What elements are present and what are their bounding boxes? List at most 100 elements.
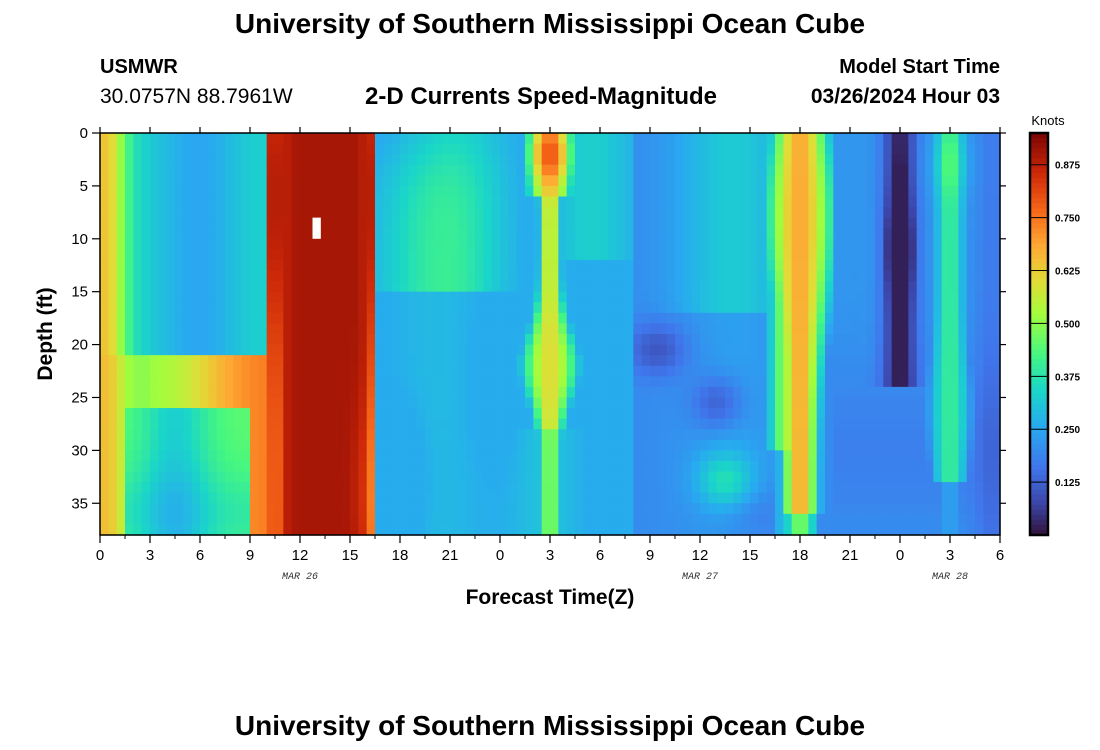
heatmap-cell (200, 460, 209, 473)
heatmap-cell (841, 143, 851, 155)
heatmap-cell (925, 196, 934, 208)
heatmap-cell (733, 450, 743, 462)
heatmap-cell (641, 281, 651, 293)
heatmap-cell (191, 154, 201, 166)
heatmap-cell (175, 492, 184, 504)
heatmap-cell (333, 429, 343, 441)
heatmap-cell (508, 196, 518, 208)
heatmap-cell (358, 228, 368, 240)
heatmap-cell (566, 450, 576, 462)
heatmap-cell (158, 164, 168, 176)
heatmap-cell (408, 450, 418, 462)
heatmap-cell (966, 323, 976, 335)
heatmap-cell (633, 238, 643, 250)
heatmap-cell (800, 355, 809, 367)
heatmap-cell (633, 281, 643, 293)
heatmap-cell (766, 143, 776, 155)
heatmap-cell (225, 143, 234, 155)
heatmap-cell (966, 418, 976, 430)
heatmap-cell (558, 185, 568, 198)
heatmap-cell (458, 418, 468, 430)
heatmap-cell (408, 259, 418, 272)
heatmap-cell (300, 228, 309, 240)
heatmap-cell (158, 513, 168, 526)
heatmap-cell (508, 334, 518, 346)
heatmap-cell (366, 228, 376, 240)
heatmap-cell (291, 270, 301, 282)
heatmap-cell (800, 439, 809, 451)
heatmap-cell (733, 513, 743, 526)
heatmap-cell (533, 355, 543, 367)
heatmap-cell (391, 386, 401, 399)
heatmap-cell (658, 450, 668, 462)
heatmap-cell (758, 185, 768, 198)
heatmap-cell (200, 270, 209, 282)
heatmap-cell (208, 228, 218, 240)
heatmap-cell (208, 492, 218, 504)
heatmap-cell (550, 281, 559, 293)
heatmap-cell (375, 133, 384, 145)
heatmap-cell (583, 217, 593, 229)
heatmap-cell (650, 513, 659, 526)
heatmap-cell (558, 196, 568, 208)
heatmap-cell (483, 249, 493, 261)
heatmap-cell (341, 418, 351, 430)
heatmap-cell (450, 503, 459, 515)
heatmap-cell (350, 217, 359, 229)
heatmap-cell (191, 238, 201, 250)
heatmap-cell (783, 249, 793, 261)
heatmap-cell (400, 133, 409, 145)
heatmap-cell (708, 259, 718, 272)
heatmap-cell (400, 513, 409, 526)
heatmap-cell (716, 439, 726, 451)
heatmap-cell (100, 471, 109, 483)
heatmap-cell (516, 418, 526, 430)
heatmap-cell (325, 450, 334, 462)
heatmap-cell (566, 397, 576, 409)
heatmap-cell (866, 365, 876, 377)
heatmap-cell (825, 238, 834, 250)
heatmap-cell (658, 249, 668, 261)
heatmap-cell (125, 429, 134, 441)
heatmap-cell (608, 185, 618, 198)
heatmap-cell (900, 133, 909, 145)
heatmap-cell (516, 302, 526, 314)
heatmap-cell (950, 429, 959, 441)
heatmap-cell (283, 185, 293, 198)
heatmap-cell (500, 450, 509, 462)
colorbar-segment (1030, 424, 1048, 431)
heatmap-cell (866, 238, 876, 250)
heatmap-cell (658, 154, 668, 166)
heatmap-cell (783, 386, 793, 399)
heatmap-cell (191, 397, 201, 409)
heatmap-cell (758, 281, 768, 293)
heatmap-cell (341, 228, 351, 240)
heatmap-cell (900, 185, 909, 198)
heatmap-cell (741, 133, 751, 145)
heatmap-cell (983, 355, 993, 367)
heatmap-cell (266, 143, 276, 155)
heatmap-cell (200, 365, 209, 377)
heatmap-cell (950, 397, 959, 409)
heatmap-cell (191, 291, 201, 303)
heatmap-cell (158, 344, 168, 356)
heatmap-cell (791, 503, 801, 515)
heatmap-cell (450, 185, 459, 198)
heatmap-cell (975, 365, 984, 377)
heatmap-cell (766, 439, 776, 451)
heatmap-cell (608, 217, 618, 229)
heatmap-cell (491, 323, 501, 335)
heatmap-cell (850, 365, 859, 377)
heatmap-cell (350, 492, 359, 504)
heatmap-cell (100, 175, 109, 187)
heatmap-cell (216, 323, 226, 335)
heatmap-cell (641, 408, 651, 420)
heatmap-cell (608, 439, 618, 451)
heatmap-cell (633, 460, 643, 473)
heatmap-cell (625, 418, 634, 430)
heatmap-cell (275, 524, 284, 536)
heatmap-cell (816, 439, 826, 451)
heatmap-cell (466, 207, 476, 219)
heatmap-cell (625, 312, 634, 325)
heatmap-cell (408, 291, 418, 303)
